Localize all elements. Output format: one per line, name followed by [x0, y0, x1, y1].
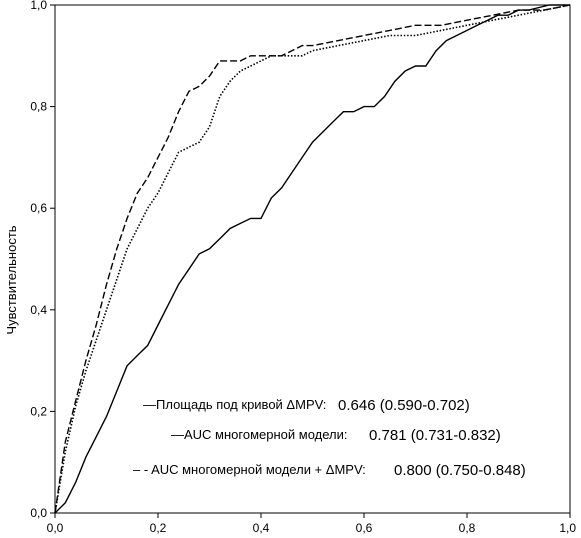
legend-value-multivariate: 0.781 (0.731-0.832) [369, 427, 501, 444]
y-tick-label: 0,0 [30, 506, 47, 520]
roc-line-delta-mpv [54, 4, 570, 514]
x-tick-label: 0,8 [459, 521, 476, 535]
legend-value-multivariate-plus-mpv: 0.800 (0.750-0.848) [394, 462, 526, 479]
legend-label-delta-mpv: —Площадь под кривой ΔMPV: [143, 397, 326, 412]
legend-label-multivariate-plus-mpv: – - AUC многомерной модели + ΔMPV: [133, 462, 366, 477]
y-tick-label: 0,2 [30, 404, 47, 418]
x-tick-label: 0,4 [253, 521, 270, 535]
y-axis: 0,0 0,2 0,4 0,6 0,8 1,0 [30, 0, 55, 520]
y-tick-label: 0,4 [30, 303, 47, 317]
legend-value-delta-mpv: 0.646 (0.590-0.702) [338, 397, 470, 414]
plot-frame [54, 4, 571, 514]
y-tick-label: 1,0 [30, 0, 47, 12]
roc-curves [54, 4, 571, 514]
x-tick-label: 1,0 [559, 521, 576, 535]
x-axis: 0,0 0,2 0,4 0,6 0,8 1,0 [47, 513, 576, 535]
y-axis-label: Чувствительность [4, 225, 19, 334]
legend-label-multivariate: —AUC многомерной модели: [171, 427, 348, 442]
roc-line-multivariate-plus-mpv [54, 4, 571, 514]
y-tick-label: 0,6 [30, 201, 47, 215]
x-tick-label: 0,2 [150, 521, 167, 535]
x-tick-label: 0,0 [47, 521, 64, 535]
roc-line-multivariate [54, 4, 571, 514]
x-tick-label: 0,6 [356, 521, 373, 535]
y-tick-label: 0,8 [30, 100, 47, 114]
legend: —Площадь под кривой ΔMPV: 0.646 (0.590-0… [133, 397, 526, 479]
